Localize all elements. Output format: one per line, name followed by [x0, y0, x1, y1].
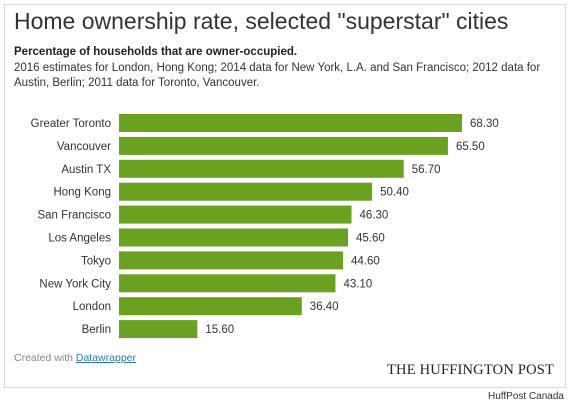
huffington-post-logo: THE HUFFINGTON POST [387, 362, 555, 378]
category-label: Hong Kong [53, 187, 111, 199]
credit-line: Created with Datawrapper [14, 352, 136, 364]
value-label: 65.50 [456, 141, 485, 153]
value-label: 56.70 [412, 164, 441, 176]
category-label: Vancouver [57, 141, 111, 153]
category-label: Austin TX [61, 164, 111, 176]
value-label: 43.10 [343, 278, 372, 290]
value-label: 68.30 [470, 118, 499, 130]
category-label: Los Angeles [48, 233, 111, 245]
value-label: 36.40 [310, 301, 339, 313]
value-label: 46.30 [360, 210, 389, 222]
bar [119, 136, 448, 155]
datawrapper-link[interactable]: Datawrapper [75, 352, 136, 364]
category-label: San Francisco [37, 210, 111, 222]
category-label: Tokyo [81, 255, 111, 267]
value-label: 50.40 [380, 187, 409, 199]
bar [119, 114, 462, 132]
value-label: 15.60 [205, 324, 234, 336]
category-label: Greater Toronto [31, 118, 111, 130]
bar [119, 205, 352, 224]
bar [119, 274, 336, 293]
credit-prefix: Created with [14, 352, 73, 364]
bar [119, 228, 349, 247]
category-label: London [73, 301, 111, 313]
chart-subtitle-bold: Percentage of households that are owner-… [14, 46, 298, 58]
value-label: 45.60 [356, 233, 385, 245]
footer-source: HuffPost Canada [488, 391, 564, 402]
bar [119, 182, 373, 201]
bar [119, 159, 404, 178]
value-label: 44.60 [351, 255, 380, 267]
bar [119, 251, 343, 270]
category-label: New York City [39, 278, 111, 290]
bar [119, 320, 198, 339]
category-label: Berlin [82, 324, 111, 336]
chart-title: Home ownership rate, selected "superstar… [14, 8, 509, 34]
chart-subtitle: 2016 estimates for London, Hong Kong; 20… [14, 62, 541, 89]
bar [119, 297, 302, 316]
